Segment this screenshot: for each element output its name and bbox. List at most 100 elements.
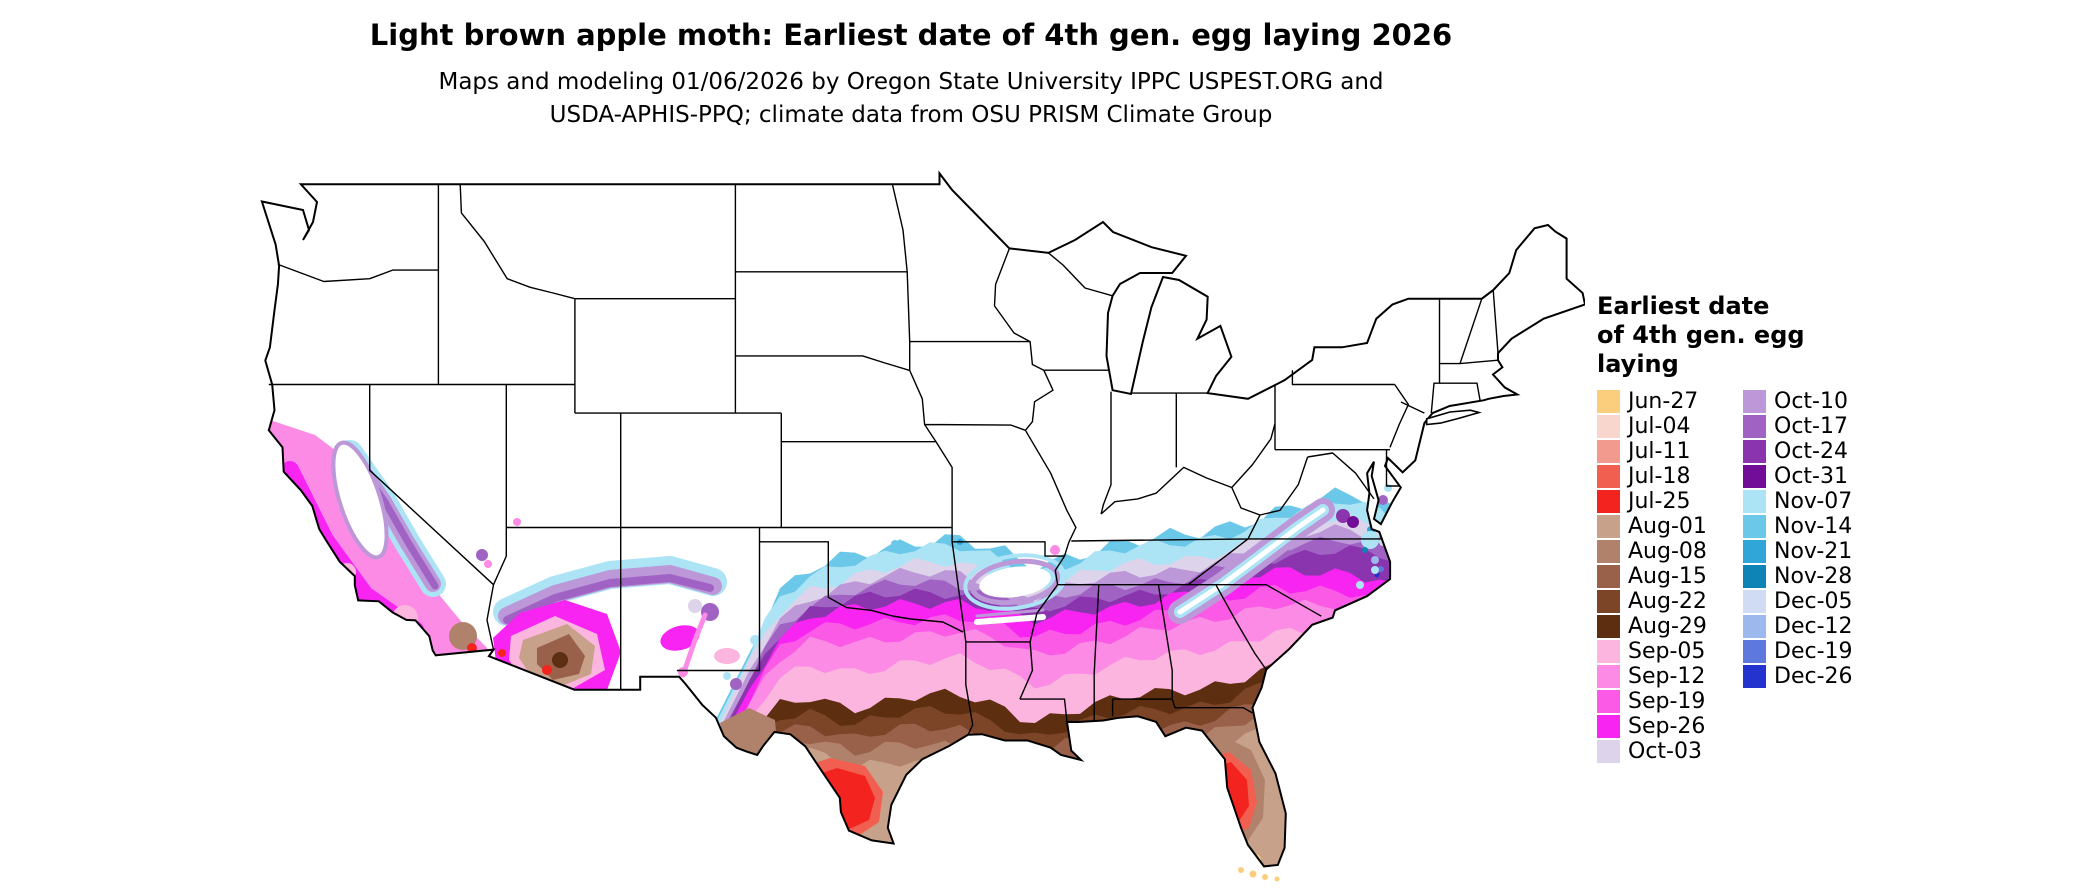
legend-item: Dec-12 (1743, 614, 1889, 639)
legend-item: Oct-24 (1743, 439, 1889, 464)
us-map-container (255, 170, 1586, 887)
zone-spot (750, 635, 760, 645)
zone-ellipse (660, 625, 700, 651)
zone-spot (392, 605, 418, 631)
legend-label: Dec-05 (1774, 589, 1853, 614)
legend-swatch (1743, 465, 1766, 488)
zone-spot (542, 665, 552, 675)
legend-item: Jul-11 (1597, 439, 1743, 464)
legend-label: Jun-27 (1628, 389, 1699, 414)
legend-label: Nov-21 (1774, 539, 1853, 564)
us-landmass (261, 173, 1585, 867)
zone-streak (680, 612, 708, 678)
legend-label: Oct-24 (1774, 439, 1848, 464)
legend-label: Oct-03 (1628, 739, 1702, 764)
state-borders (268, 184, 1499, 736)
subtitle-line-2: USDA-APHIS-PPQ; climate data from OSU PR… (549, 102, 1273, 128)
legend-item: Oct-10 (1743, 389, 1889, 414)
zone-spot (1378, 495, 1388, 505)
legend-label: Aug-01 (1628, 514, 1707, 539)
legend-item: Dec-26 (1743, 664, 1889, 689)
legend-swatch (1597, 690, 1620, 713)
legend-columns: Jun-27 Jul-04 Jul-11 Jul-18 Jul-25 Aug-01 Aug-… (1597, 389, 2077, 764)
legend-title-line-1: Earliest date (1597, 292, 1770, 320)
legend-item: Aug-01 (1597, 514, 1743, 539)
legend-label: Sep-12 (1628, 664, 1706, 689)
zone-ellipse (714, 648, 740, 664)
florida-keys (1238, 867, 1280, 882)
zone-spot (1361, 531, 1379, 549)
legend-swatch (1743, 615, 1766, 638)
zone-spot (723, 672, 731, 680)
legend-label: Dec-26 (1774, 664, 1853, 689)
florida-key-island (1238, 867, 1244, 873)
legend-label: Dec-12 (1774, 614, 1853, 639)
legend-title-line-2: of 4th gen. egg (1597, 321, 1805, 349)
zone-spot (730, 678, 742, 690)
legend-label: Nov-07 (1774, 489, 1853, 514)
zone-spot (1371, 566, 1379, 574)
legend-item: Nov-28 (1743, 564, 1889, 589)
zone-spot (1050, 545, 1060, 555)
legend-item: Oct-31 (1743, 464, 1889, 489)
legend-item: Sep-12 (1597, 664, 1743, 689)
zone-streak (974, 614, 1046, 625)
legend-label: Jul-04 (1628, 414, 1691, 439)
legend-item: Jun-27 (1597, 389, 1743, 414)
zone-spot (1336, 509, 1350, 523)
legend-item: Nov-14 (1743, 514, 1889, 539)
zone-spot (1371, 556, 1379, 564)
legend-label: Jul-11 (1628, 439, 1691, 464)
legend-column: Oct-10 Oct-17 Oct-24 Oct-31 Nov-07 Nov-14 Nov-… (1743, 389, 1889, 764)
legend-item: Jul-04 (1597, 414, 1743, 439)
legend-swatch (1597, 615, 1620, 638)
legend-swatch (1597, 490, 1620, 513)
legend-swatch (1743, 640, 1766, 663)
legend-item: Dec-05 (1743, 589, 1889, 614)
legend-label: Aug-22 (1628, 589, 1707, 614)
legend-item: Jul-25 (1597, 489, 1743, 514)
legend-swatch (1597, 440, 1620, 463)
legend-swatch (1597, 515, 1620, 538)
legend-item: Sep-26 (1597, 714, 1743, 739)
zone-spot (678, 667, 688, 677)
zone-spot (891, 540, 899, 548)
legend-title-line-3: laying (1597, 350, 1679, 378)
legend-label: Aug-15 (1628, 564, 1707, 589)
legend-swatch (1597, 740, 1620, 763)
legend-swatch (1743, 390, 1766, 413)
legend-swatch (1743, 590, 1766, 613)
zone-spot (1378, 566, 1384, 572)
legend-column: Jun-27 Jul-04 Jul-11 Jul-18 Jul-25 Aug-01 Aug-… (1597, 389, 1743, 764)
page-title: Light brown apple moth: Earliest date of… (369, 18, 1453, 52)
legend-label: Oct-10 (1774, 389, 1848, 414)
zone-spot (338, 563, 356, 581)
zone-spot (449, 622, 477, 650)
zone-spot (484, 560, 492, 568)
legend-item: Aug-15 (1597, 564, 1743, 589)
legend-item: Aug-22 (1597, 589, 1743, 614)
florida-key-island (1274, 876, 1280, 882)
legend-label: Jul-18 (1628, 464, 1691, 489)
map-legend: Earliest date of 4th gen. egg laying Jun… (1597, 292, 2077, 764)
legend-label: Oct-17 (1774, 414, 1848, 439)
zone-spot (1362, 547, 1368, 553)
header: Light brown apple moth: Earliest date of… (0, 18, 1822, 132)
legend-label: Sep-26 (1628, 714, 1706, 739)
legend-label: Sep-05 (1628, 639, 1706, 664)
legend-swatch (1743, 415, 1766, 438)
legend-swatch (1597, 465, 1620, 488)
florida-key-island (1249, 870, 1257, 878)
zone-ellipse (963, 553, 1067, 611)
zone-ellipse (969, 558, 1061, 606)
legend-swatch (1597, 540, 1620, 563)
legend-item: Nov-07 (1743, 489, 1889, 514)
long-island (1425, 409, 1482, 426)
zone-spot (1356, 581, 1364, 589)
zone-streak (503, 574, 714, 624)
legend-swatch (1743, 565, 1766, 588)
legend-label: Nov-28 (1774, 564, 1853, 589)
zone-streak (1177, 507, 1326, 615)
legend-item: Sep-05 (1597, 639, 1743, 664)
